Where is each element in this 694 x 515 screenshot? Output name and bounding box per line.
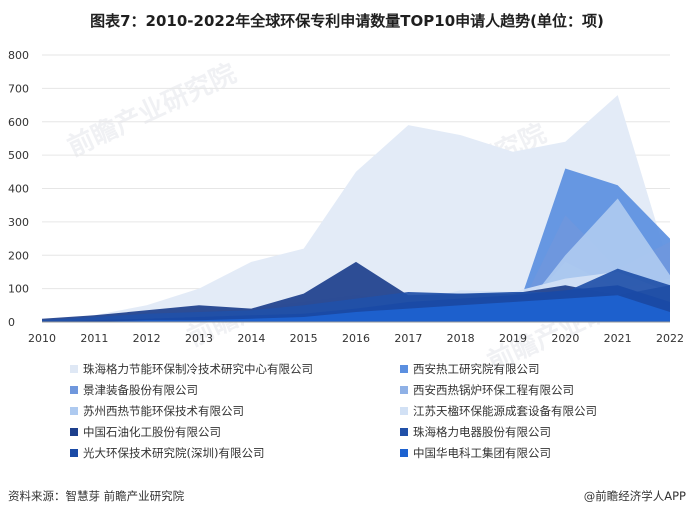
legend-item: 珠海格力电器股份有限公司 — [400, 423, 670, 441]
x-tick-label: 2016 — [342, 332, 370, 345]
x-tick-label: 2012 — [133, 332, 161, 345]
legend-label: 江苏天楹环保能源成套设备有限公司 — [413, 404, 597, 418]
legend-swatch — [70, 365, 78, 373]
x-tick-label: 2017 — [394, 332, 422, 345]
legend-item: 中国华电科工集团有限公司 — [400, 444, 670, 462]
x-tick-label: 2014 — [237, 332, 265, 345]
series-area-1 — [42, 95, 670, 322]
y-tick-label: 700 — [8, 82, 29, 95]
legend-item: 光大环保技术研究院(深圳)有限公司 — [70, 444, 400, 462]
legend-label: 光大环保技术研究院(深圳)有限公司 — [83, 446, 265, 460]
x-tick-label: 2013 — [185, 332, 213, 345]
legend: 珠海格力节能环保制冷技术研究中心有限公司 西安热工研究院有限公司景津装备股份有限公… — [70, 360, 670, 462]
legend-label: 中国石油化工股份有限公司 — [83, 425, 221, 439]
legend-label: 中国华电科工集团有限公司 — [413, 446, 551, 460]
legend-swatch — [400, 449, 408, 457]
chart-title: 图表7：2010-2022年全球环保专利申请数量TOP10申请人趋势(单位：项) — [90, 12, 604, 30]
legend-item: 中国石油化工股份有限公司 — [70, 423, 400, 441]
legend-swatch — [400, 428, 408, 436]
legend-swatch — [400, 407, 408, 415]
y-tick-label: 200 — [8, 249, 29, 262]
legend-item: 西安热工研究院有限公司 — [400, 360, 670, 378]
legend-item: 苏州西热节能环保技术有限公司 — [70, 402, 400, 420]
legend-label: 苏州西热节能环保技术有限公司 — [83, 404, 244, 418]
footer: 资料来源：智慧芽 前瞻产业研究院 @前瞻经济学人APP — [0, 484, 694, 508]
legend-item: 江苏天楹环保能源成套设备有限公司 — [400, 402, 670, 420]
area-chart: 0 100 200 300 400 500 600 700 800 2010 2011 2012 201… — [8, 49, 684, 345]
x-tick-label: 2011 — [80, 332, 108, 345]
y-tick-label: 800 — [8, 49, 29, 62]
x-tick-label: 2022 — [656, 332, 684, 345]
legend-label: 景津装备股份有限公司 — [83, 383, 198, 397]
y-tick-label: 300 — [8, 216, 29, 229]
legend-swatch — [70, 428, 78, 436]
x-tick-label: 2019 — [499, 332, 527, 345]
y-tick-label: 400 — [8, 183, 29, 196]
legend-swatch — [70, 386, 78, 394]
source-note: 资料来源：智慧芽 前瞻产业研究院 — [8, 489, 185, 503]
y-tick-label: 500 — [8, 149, 29, 162]
legend-swatch — [70, 449, 78, 457]
series-area-10 — [42, 295, 670, 322]
x-tick-label: 2021 — [604, 332, 632, 345]
x-tick-label: 2015 — [290, 332, 318, 345]
legend-item: 珠海格力节能环保制冷技术研究中心有限公司 — [70, 360, 400, 378]
legend-swatch — [400, 386, 408, 394]
legend-label: 西安热工研究院有限公司 — [413, 362, 540, 376]
legend-swatch — [400, 365, 408, 373]
legend-swatch — [70, 407, 78, 415]
x-tick-label: 2010 — [28, 332, 56, 345]
legend-label: 西安西热锅炉环保工程有限公司 — [413, 383, 574, 397]
legend-label: 珠海格力节能环保制冷技术研究中心有限公司 — [83, 362, 313, 376]
legend-item: 西安西热锅炉环保工程有限公司 — [400, 381, 670, 399]
legend-label: 珠海格力电器股份有限公司 — [413, 425, 551, 439]
x-tick-label: 2020 — [551, 332, 579, 345]
legend-item: 景津装备股份有限公司 — [70, 381, 400, 399]
brand-credit: @前瞻经济学人APP — [583, 489, 686, 503]
y-tick-label: 100 — [8, 283, 29, 296]
x-tick-label: 2018 — [447, 332, 475, 345]
y-tick-label: 600 — [8, 116, 29, 129]
y-tick-label: 0 — [8, 316, 15, 329]
